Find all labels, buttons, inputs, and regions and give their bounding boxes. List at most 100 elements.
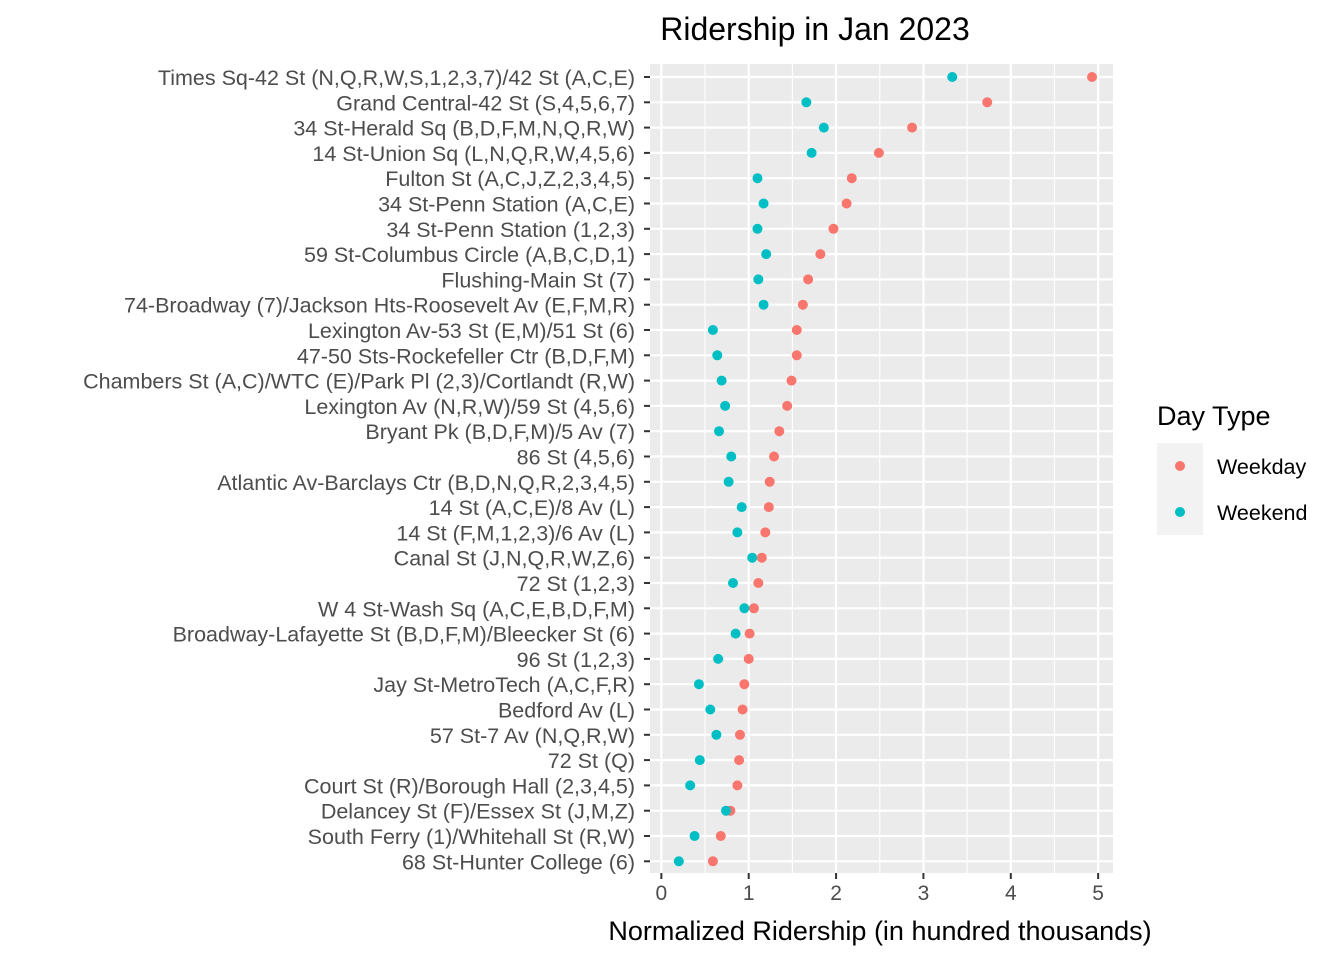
station-label: Court St (R)/Borough Hall (2,3,4,5) <box>304 774 635 798</box>
station-label: 72 St (Q) <box>548 749 635 773</box>
station-label: 68 St-Hunter College (6) <box>402 850 635 874</box>
station-label: Bryant Pk (B,D,F,M)/5 Av (7) <box>365 420 635 444</box>
legend-title: Day Type <box>1157 401 1271 431</box>
weekend-point <box>801 97 812 108</box>
legend: Day Type Weekday Weekend <box>1157 401 1307 535</box>
weekend-point <box>694 755 705 766</box>
weekday-point <box>715 831 726 841</box>
chart-title: Ridership in Jan 2023 <box>660 11 970 47</box>
station-label: Canal St (J,N,Q,R,W,Z,6) <box>394 547 635 571</box>
weekday-point <box>774 426 785 437</box>
weekday-point <box>782 400 793 411</box>
station-label: 74-Broadway (7)/Jackson Hts-Roosevelt Av… <box>124 294 635 318</box>
weekend-point <box>947 72 958 82</box>
x-tick-label: 4 <box>1005 882 1017 905</box>
station-label: 86 St (4,5,6) <box>517 446 635 470</box>
weekend-point <box>739 603 750 614</box>
weekend-point <box>685 780 696 791</box>
station-label: 59 St-Columbus Circle (A,B,C,D,1) <box>304 243 635 267</box>
weekday-point <box>764 476 775 487</box>
weekend-point <box>752 223 763 234</box>
station-label: 57 St-7 Av (N,Q,R,W) <box>430 724 635 748</box>
weekday-point <box>846 173 857 184</box>
weekday-point <box>753 578 764 588</box>
weekday-point <box>748 603 759 614</box>
weekend-point <box>761 249 772 260</box>
weekend-point <box>693 679 704 690</box>
weekday-point <box>739 679 750 690</box>
station-label: Jay St-MetroTech (A,C,F,R) <box>373 673 635 697</box>
station-label: Lexington Av-53 St (E,M)/51 St (6) <box>308 319 635 343</box>
x-axis-title: Normalized Ridership (in hundred thousan… <box>608 916 1151 946</box>
station-label: Lexington Av (N,R,W)/59 St (4,5,6) <box>304 395 635 419</box>
station-label: 14 St (F,M,1,2,3)/6 Av (L) <box>396 521 635 545</box>
plot-panel <box>650 64 1113 873</box>
legend-label-weekday: Weekday <box>1217 455 1306 479</box>
station-label: 14 St-Union Sq (L,N,Q,R,W,4,5,6) <box>312 142 635 166</box>
weekday-point <box>1087 72 1098 82</box>
weekday-point <box>841 198 852 209</box>
weekday-point <box>797 299 808 310</box>
station-label: W 4 St-Wash Sq (A,C,E,B,D,F,M) <box>318 597 635 621</box>
x-tick-label: 1 <box>743 882 755 905</box>
weekday-point <box>786 375 797 386</box>
weekday-point <box>791 325 802 335</box>
weekday-point <box>828 223 839 234</box>
station-label: 34 St-Herald Sq (B,D,F,M,N,Q,R,W) <box>293 117 635 141</box>
weekend-point <box>716 375 727 386</box>
weekend-point <box>721 805 732 816</box>
station-label: 34 St-Penn Station (A,C,E) <box>378 193 635 217</box>
weekend-point <box>707 325 718 335</box>
station-label: 14 St (A,C,E)/8 Av (L) <box>429 496 635 520</box>
weekday-point <box>907 122 918 133</box>
gridlines <box>650 64 1113 873</box>
weekday-point <box>760 527 771 538</box>
weekend-point <box>720 400 731 411</box>
weekday-point <box>737 704 748 715</box>
station-label: Chambers St (A,C)/WTC (E)/Park Pl (2,3)/… <box>83 370 635 394</box>
weekday-point <box>791 350 802 361</box>
x-tick-label: 0 <box>656 882 668 905</box>
station-label: Fulton St (A,C,J,Z,2,3,4,5) <box>385 167 635 191</box>
weekday-point <box>763 502 774 513</box>
station-label: 47-50 Sts-Rockefeller Ctr (B,D,F,M) <box>297 344 635 368</box>
weekday-point <box>734 755 745 766</box>
x-axis: 0 1 2 3 4 5 <box>656 873 1104 905</box>
station-label: Delancey St (F)/Essex St (J,M,Z) <box>321 800 635 824</box>
legend-label-weekend: Weekend <box>1217 501 1307 525</box>
weekend-point <box>673 856 684 867</box>
weekend-point <box>727 578 738 588</box>
station-label: South Ferry (1)/Whitehall St (R,W) <box>308 825 635 849</box>
weekend-point <box>705 704 716 715</box>
weekend-point <box>806 147 817 158</box>
weekend-point <box>758 198 769 209</box>
weekday-point <box>803 274 814 285</box>
y-axis: Times Sq-42 St (N,Q,R,W,S,1,2,3,7)/42 St… <box>83 66 650 874</box>
weekday-point <box>743 653 754 664</box>
weekend-point <box>711 729 722 740</box>
weekend-point <box>712 350 723 361</box>
x-tick-label: 3 <box>918 882 930 905</box>
weekend-point <box>726 451 737 462</box>
legend-marker-weekday <box>1175 461 1185 471</box>
weekday-point <box>756 552 767 563</box>
weekend-point <box>723 476 734 487</box>
data-points <box>673 72 1098 867</box>
weekend-point <box>753 274 764 285</box>
station-label: Bedford Av (L) <box>498 699 635 723</box>
x-tick-label: 2 <box>830 882 842 905</box>
weekday-point <box>815 249 826 260</box>
weekday-point <box>734 729 745 740</box>
weekend-point <box>714 426 725 437</box>
x-tick-label: 5 <box>1092 882 1104 905</box>
weekday-point <box>744 628 755 639</box>
weekend-point <box>732 527 743 538</box>
station-label: 72 St (1,2,3) <box>517 572 635 596</box>
weekday-point <box>732 780 743 791</box>
station-label: 96 St (1,2,3) <box>517 648 635 672</box>
weekend-point <box>689 831 700 841</box>
weekday-point <box>769 451 780 462</box>
weekend-point <box>752 173 763 184</box>
weekday-point <box>873 147 884 158</box>
